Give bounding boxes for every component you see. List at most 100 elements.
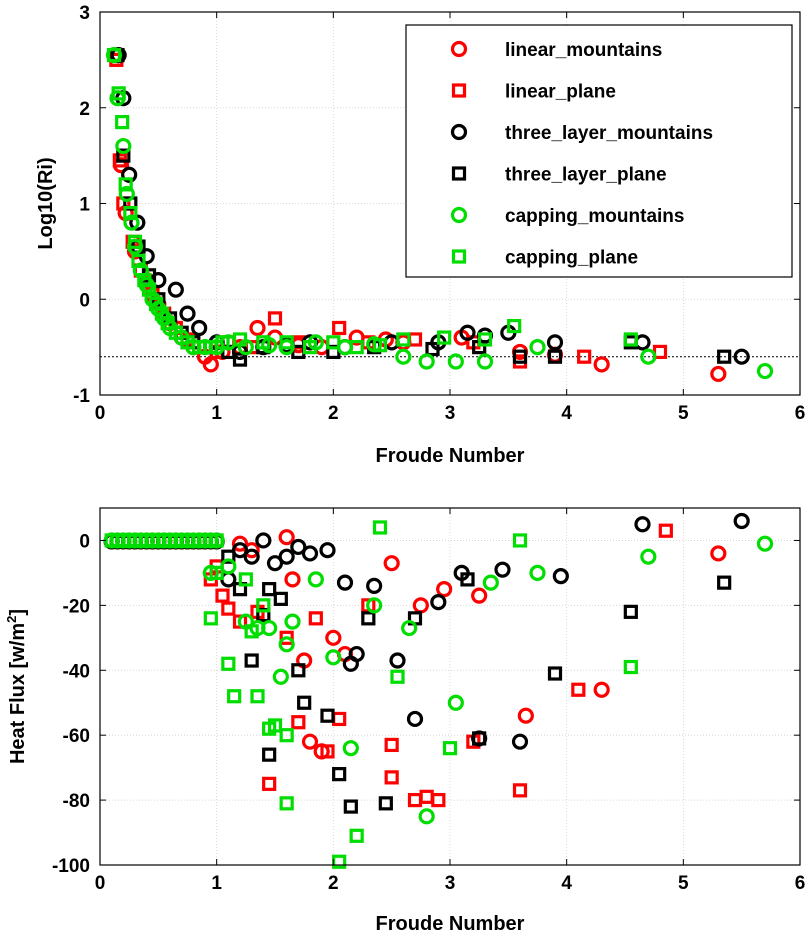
data-point: [482, 574, 499, 591]
data-point: [529, 339, 546, 356]
data-point: [325, 649, 342, 666]
data-point: [717, 575, 732, 590]
data-point: [319, 542, 336, 559]
legend-box: [405, 24, 793, 278]
legend-marker: [451, 249, 467, 264]
data-point: [332, 320, 347, 336]
data-point: [552, 568, 569, 585]
data-point: [232, 332, 248, 347]
legend-marker: [450, 123, 468, 141]
legend-item-linear-mountains: linear_mountains: [450, 40, 662, 61]
x-tick-label: 6: [795, 873, 806, 894]
data-point: [115, 115, 130, 130]
data-point: [123, 214, 140, 231]
legend-label: capping_mountains: [505, 206, 684, 227]
data-point: [279, 335, 294, 350]
y-tick-label: -80: [63, 791, 90, 812]
y-tick-label: -20: [63, 596, 90, 617]
data-point: [459, 324, 476, 341]
data-point: [320, 708, 335, 723]
data-point: [244, 653, 259, 668]
data-point: [297, 695, 312, 710]
data-point: [733, 512, 750, 530]
data-point: [307, 571, 324, 588]
top-x-axis-label: Froude Number: [376, 445, 525, 467]
x-tick-label: 4: [561, 403, 572, 424]
data-point: [658, 523, 673, 538]
data-point: [336, 574, 354, 591]
data-point: [343, 799, 358, 814]
data-point: [430, 594, 447, 611]
data-point: [517, 707, 534, 724]
legend-item-capping-mountains: capping_mountains: [450, 206, 684, 227]
data-point: [141, 282, 157, 297]
data-point: [123, 205, 138, 221]
data-point: [546, 334, 564, 351]
data-point: [623, 332, 638, 347]
data-point: [262, 582, 277, 597]
data-point: [418, 353, 435, 370]
bottom-data-points: [103, 512, 774, 869]
data-point: [384, 770, 399, 785]
data-point: [256, 598, 271, 613]
data-point: [476, 353, 494, 370]
data-point: [384, 737, 399, 753]
y-tick-label: -1: [73, 386, 90, 407]
legend-marker: [450, 206, 468, 224]
data-point: [623, 604, 638, 619]
data-point: [121, 166, 138, 183]
x-tick-label: 0: [95, 403, 106, 424]
data-point: [529, 564, 546, 582]
data-point: [250, 689, 265, 704]
y-tick-label: -100: [52, 856, 90, 877]
x-tick-label: 2: [328, 873, 339, 894]
y-tick-label: 0: [79, 290, 90, 311]
data-point: [301, 733, 319, 750]
bottom-x-axis-label: Froude Number: [376, 913, 525, 935]
data-point: [507, 318, 522, 334]
data-point: [244, 624, 259, 639]
data-point: [127, 234, 143, 249]
bottom-grid: [99, 508, 801, 866]
y-tick-label: 2: [79, 99, 90, 120]
data-point: [425, 341, 440, 357]
x-tick-label: 3: [445, 403, 456, 424]
data-point: [372, 338, 388, 353]
data-point: [378, 796, 393, 811]
data-point: [348, 645, 365, 663]
data-point: [278, 529, 295, 546]
bottom-y-axis-label: Heat Flux [w/m2]: [4, 609, 29, 764]
data-point: [401, 619, 418, 637]
data-point: [238, 572, 253, 587]
legend-item-linear-plane: linear_plane: [451, 82, 616, 103]
data-point: [342, 740, 359, 757]
data-point: [160, 316, 175, 331]
data-point: [255, 532, 272, 549]
data-point: [284, 571, 301, 588]
data-point: [291, 663, 306, 678]
legend-label: linear_plane: [505, 82, 616, 103]
data-point: [640, 548, 657, 565]
data-point: [191, 319, 208, 337]
data-point: [756, 362, 774, 380]
data-point: [262, 747, 277, 762]
data-point: [349, 340, 364, 355]
legend: linear_mountains linear_plane three_layer_…: [405, 24, 793, 278]
data-point: [267, 311, 283, 326]
data-point: [593, 356, 610, 373]
data-point: [332, 711, 347, 727]
data-point: [512, 349, 528, 364]
bottom-chart: 0 1 2 3 4 5 6 -100 -80 -60 -40 -20 0 Froude Number H…: [4, 507, 806, 935]
data-point: [227, 689, 242, 704]
data-point: [390, 669, 405, 684]
data-point: [209, 565, 224, 581]
legend-marker: [451, 166, 467, 181]
data-point: [203, 611, 218, 626]
legend-label: capping_plane: [505, 248, 638, 269]
data-point: [389, 652, 406, 669]
data-point: [593, 681, 610, 698]
data-point: [132, 262, 149, 279]
series-capping-mountains: [103, 532, 774, 825]
